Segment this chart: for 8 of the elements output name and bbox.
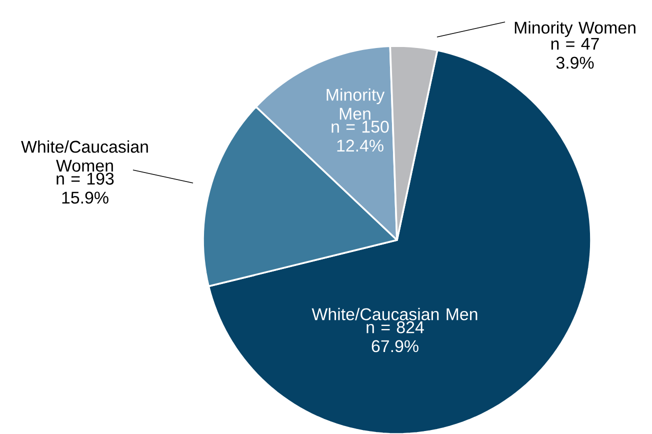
- slice-label: Minority Women: [514, 21, 636, 38]
- slice-label: Minority Men: [326, 88, 385, 120]
- data-label: n = 193 15.9%: [56, 172, 114, 204]
- slice-label: White/Caucasian Women: [21, 140, 148, 172]
- data-label: n = 47 3.9%: [551, 38, 599, 69]
- data-label: n = 150 12.4%: [332, 120, 389, 152]
- data-label: n = 824 67.9%: [366, 321, 424, 352]
- slice-label: White/Caucasian Men: [312, 308, 478, 320]
